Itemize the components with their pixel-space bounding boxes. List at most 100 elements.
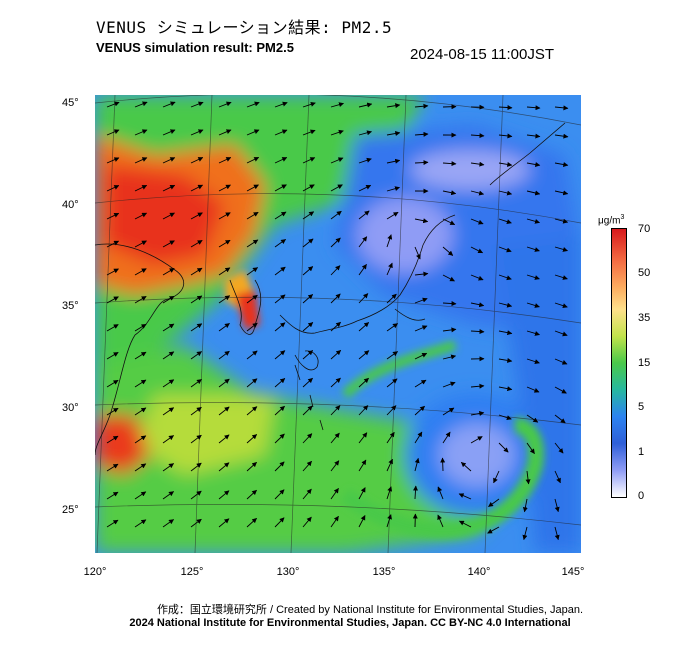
wind-arrow [554, 470, 561, 484]
wind-arrow [498, 161, 513, 167]
wind-arrow [106, 352, 119, 360]
wind-arrow [525, 470, 531, 485]
wind-arrow [274, 211, 287, 220]
wind-arrow [274, 350, 286, 360]
wind-arrow [526, 162, 541, 167]
wind-arrow [460, 461, 472, 472]
wind-arrow [440, 457, 446, 472]
wind-arrow [302, 405, 313, 416]
wind-arrow [274, 129, 288, 136]
wind-arrow [218, 157, 232, 164]
wind-arrow [274, 239, 287, 248]
wind-arrow [162, 157, 176, 164]
wind-arrow [134, 407, 147, 416]
wind-arrow [162, 435, 175, 444]
wind-arrow [134, 323, 147, 332]
wind-arrow [106, 491, 119, 500]
wind-arrow [274, 322, 286, 332]
wind-arrow [442, 431, 451, 444]
lat-lon-grid [95, 95, 581, 553]
wind-arrow [386, 323, 399, 332]
wind-arrow [330, 237, 341, 248]
wind-arrow [190, 184, 204, 192]
wind-arrow [470, 190, 485, 196]
wind-arrow [386, 405, 397, 416]
forecast-timestamp: 2024-08-15 11:00JST [410, 46, 554, 63]
wind-arrow [470, 246, 484, 254]
wind-arrow [218, 490, 230, 500]
wind-arrow [302, 266, 314, 276]
wind-arrow [274, 433, 285, 444]
wind-arrow [498, 442, 509, 453]
wind-arrow [246, 434, 258, 444]
wind-arrow [246, 211, 259, 220]
wind-arrow [470, 436, 483, 444]
wind-arrow [218, 212, 231, 220]
wind-arrow [106, 435, 119, 444]
wind-arrow [358, 184, 372, 192]
colorbar-tick-1: 1 [638, 446, 645, 458]
wind-arrow [246, 517, 257, 528]
wind-arrow [330, 102, 344, 108]
wind-arrow [386, 158, 401, 164]
wind-arrow [554, 274, 568, 280]
wind-arrow [358, 236, 368, 248]
wind-arrow [522, 526, 528, 541]
wind-arrow [246, 322, 258, 332]
wind-arrow [190, 490, 202, 500]
wind-arrow [134, 212, 148, 220]
wind-arrow [274, 378, 286, 388]
wind-arrow [470, 411, 485, 416]
wind-arrow [526, 274, 540, 280]
wind-arrow [386, 486, 393, 500]
wind-arrow [442, 218, 456, 226]
wind-arrow [246, 267, 259, 276]
wind-arrow [526, 218, 540, 224]
wind-arrows [106, 101, 569, 541]
wind-arrow [134, 463, 147, 472]
wind-arrow [470, 329, 485, 335]
wind-arrow [414, 297, 428, 304]
wind-arrow [498, 246, 512, 253]
x-tick-140: 140° [467, 566, 491, 578]
wind-arrow [358, 432, 368, 444]
wind-arrow [218, 434, 230, 444]
wind-arrow [330, 293, 341, 304]
wind-arrow [498, 274, 512, 281]
wind-arrow [162, 184, 176, 192]
colorbar-tick-50: 50 [638, 267, 651, 279]
wind-arrow [218, 129, 232, 136]
wind-arrow [330, 210, 342, 220]
wind-arrow [330, 432, 340, 444]
wind-arrow [302, 294, 314, 304]
y-tick-30: 30° [62, 402, 79, 414]
wind-arrow [470, 133, 485, 139]
wind-arrow [386, 103, 401, 109]
wind-arrow [442, 274, 455, 282]
wind-arrow [442, 327, 457, 333]
wind-arrow [554, 330, 568, 337]
wind-arrow [302, 377, 313, 388]
wind-arrow [162, 268, 175, 276]
colorbar [611, 228, 627, 498]
wind-arrow [134, 519, 147, 528]
wind-arrow [437, 486, 444, 500]
wind-arrow [190, 295, 203, 304]
wind-arrow [442, 381, 456, 388]
wind-arrow [554, 218, 569, 224]
wind-arrow [218, 101, 232, 108]
wind-arrow [274, 157, 288, 164]
wind-arrow [526, 414, 539, 423]
wind-arrow [274, 266, 286, 276]
wind-arrow [330, 321, 341, 332]
wind-arrow [498, 386, 513, 392]
wind-arrow [190, 267, 203, 276]
wind-arrow [414, 271, 429, 277]
wind-arrow [134, 491, 147, 500]
colorbar-unit: μg/m3 [598, 214, 625, 227]
wind-arrow [487, 526, 500, 534]
wind-arrow [414, 325, 428, 332]
wind-arrow [190, 379, 202, 388]
x-tick-120: 120° [83, 566, 107, 578]
wind-arrow [330, 157, 344, 164]
